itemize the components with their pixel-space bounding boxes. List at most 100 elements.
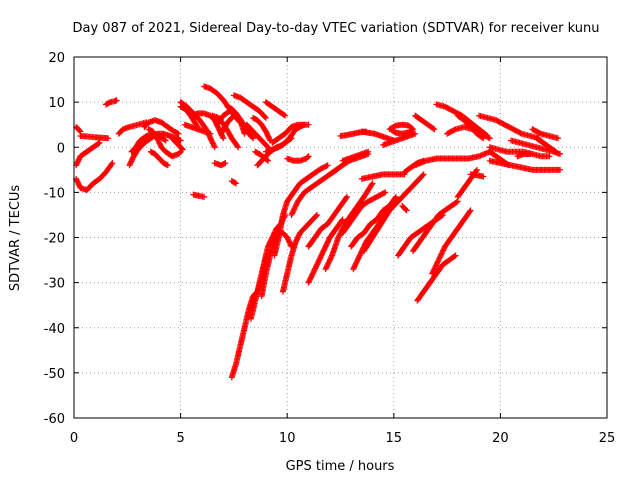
series-s60 [429, 207, 474, 277]
series-s22 [230, 92, 269, 121]
y-tick-label: 10 [48, 96, 65, 111]
series-s73 [486, 148, 512, 169]
data-point [429, 270, 436, 277]
data-point [235, 144, 242, 151]
series-s61 [412, 148, 493, 169]
data-point [105, 135, 112, 142]
series-s11 [147, 148, 171, 169]
data-point [293, 201, 300, 208]
data-point [314, 211, 321, 218]
data-point [266, 136, 273, 143]
data-point [327, 255, 334, 262]
y-tick-label: -60 [44, 412, 65, 427]
data-point [211, 144, 218, 151]
series-s43 [339, 189, 389, 236]
data-point [434, 258, 441, 265]
data-point [440, 246, 447, 253]
data-point [353, 259, 360, 266]
series-s3 [77, 132, 112, 142]
data-point [292, 202, 299, 209]
data-point [504, 161, 511, 168]
data-point [250, 135, 257, 142]
series-s24 [250, 114, 274, 144]
series-s9 [141, 117, 182, 137]
series-s41 [305, 193, 350, 250]
x-tick-label: 5 [176, 431, 184, 446]
data-point [335, 234, 342, 241]
data-point [113, 97, 120, 104]
data-point [505, 162, 512, 169]
x-axis-label: GPS time / hours [286, 459, 395, 474]
data-point [305, 153, 312, 160]
series-s5 [102, 97, 120, 108]
data-point [546, 153, 553, 160]
data-point [368, 181, 375, 188]
series-s63 [467, 171, 487, 180]
series-s4 [73, 123, 84, 135]
y-axis-label: SDTVAR / TECUs [8, 185, 23, 292]
grid [74, 57, 607, 418]
data-point [96, 139, 103, 146]
data-point [263, 156, 270, 163]
series-s1 [73, 160, 116, 194]
data-point [451, 126, 458, 133]
data-point [480, 135, 487, 142]
data-point [433, 262, 440, 269]
data-point [327, 256, 334, 263]
data-point [434, 259, 441, 266]
data-point [234, 143, 241, 150]
data-point [338, 217, 345, 224]
series-s37 [271, 162, 331, 259]
x-tick-label: 25 [599, 431, 616, 446]
data-point [323, 263, 330, 270]
data-point [389, 127, 396, 134]
data-point [289, 210, 296, 217]
data-point [485, 134, 492, 141]
series-s36 [258, 229, 295, 300]
data-point [288, 211, 295, 218]
series-s56 [395, 211, 446, 259]
data-point [439, 248, 446, 255]
series-s30 [284, 153, 312, 164]
data-point [452, 252, 459, 259]
data-point [219, 133, 226, 140]
series-s48 [339, 148, 372, 164]
series-s46 [360, 171, 427, 255]
data-point [161, 136, 168, 143]
data-point [388, 127, 395, 134]
data-point [435, 257, 442, 264]
data-point [292, 203, 299, 210]
x-tick-label: 15 [386, 431, 403, 446]
series-s68 [476, 112, 542, 142]
series-s6 [115, 119, 150, 137]
data-point [76, 127, 83, 134]
data-point [438, 250, 445, 257]
data-point [527, 151, 534, 158]
data-point [436, 255, 443, 262]
series-s55 [412, 112, 438, 133]
data-point [176, 149, 183, 156]
data-point [453, 199, 460, 206]
x-axis-ticks: 0 5 10 15 20 25 [70, 57, 615, 446]
data-point [381, 190, 388, 197]
data-point [336, 233, 343, 240]
series-s33 [228, 178, 240, 187]
data-point [324, 262, 331, 269]
series-s38 [279, 211, 321, 295]
series-s72 [533, 135, 559, 155]
data-point [201, 193, 208, 200]
data-point [552, 148, 559, 155]
data-point [429, 269, 436, 276]
y-axis-ticks: -60 -50 -40 -30 -20 -10 0 10 20 [44, 51, 607, 427]
data-point [554, 135, 561, 142]
data-point [287, 135, 294, 142]
data-point [551, 148, 558, 155]
data-point [451, 253, 458, 260]
chart-title: Day 087 of 2021, Sidereal Day-to-day VTE… [73, 21, 600, 36]
data-point [162, 137, 169, 144]
y-tick-label: -40 [44, 322, 65, 337]
data-point [479, 134, 486, 141]
data-point [354, 257, 361, 264]
data-point [517, 130, 524, 137]
